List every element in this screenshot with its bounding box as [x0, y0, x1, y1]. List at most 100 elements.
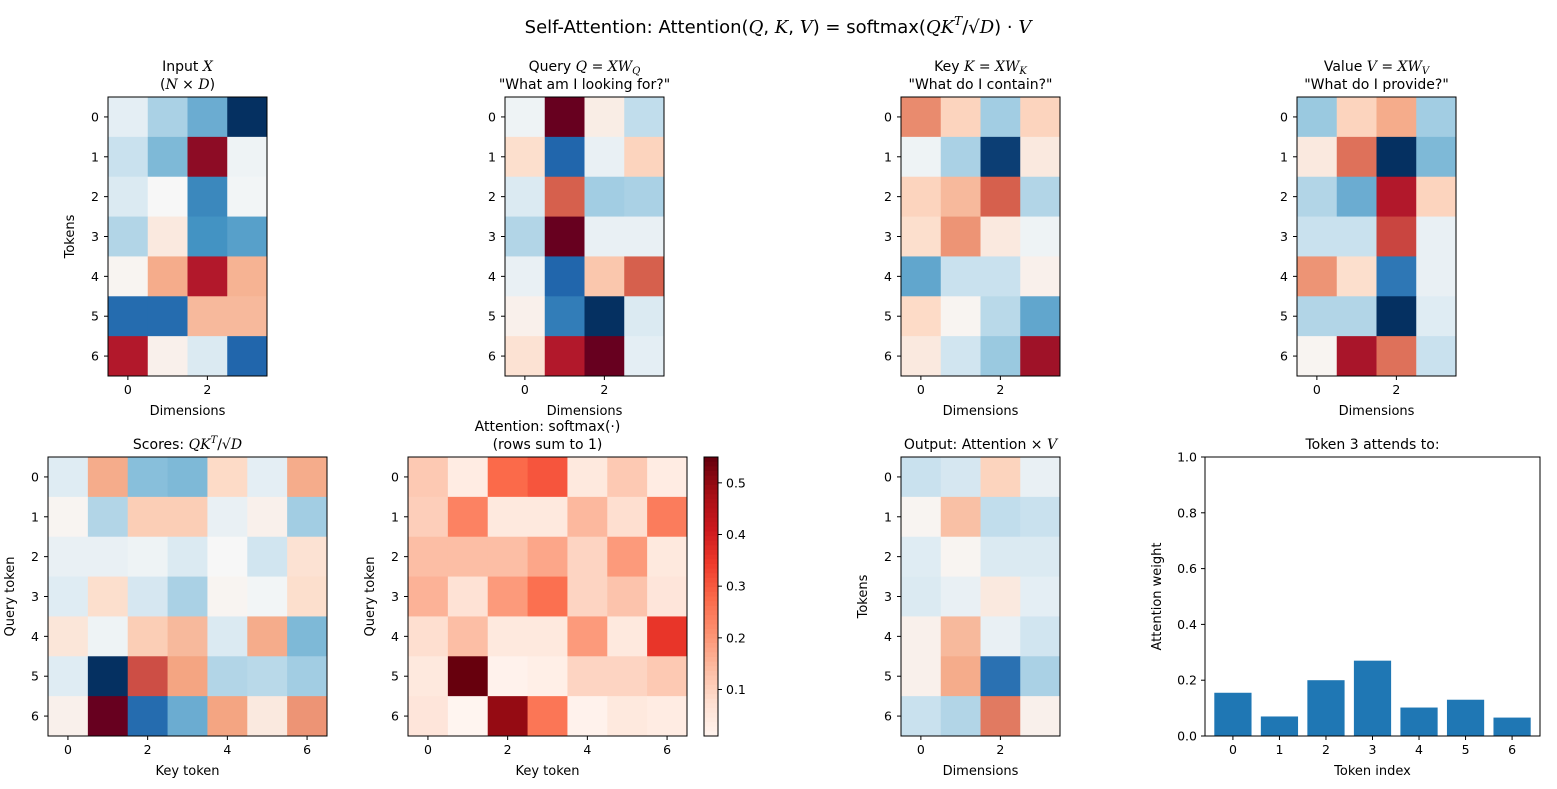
y-tick-label: 1	[391, 509, 399, 524]
heatmap-cell	[447, 656, 489, 697]
colorbar-segment	[704, 643, 718, 649]
y-tick-label: 2	[391, 549, 399, 564]
panel-6: 0 2 4 6 0 1 2 3 4 5 6 0.1 0.2 0.3 0.4 0.5 Attention: sof…	[363, 419, 746, 779]
heatmap-cell	[980, 176, 1021, 217]
y-tick-label: 4	[884, 629, 892, 644]
heatmap-cell	[607, 656, 648, 697]
x-tick-label: 4	[223, 742, 231, 757]
panel-title: Output: Attention × V	[904, 437, 1059, 453]
colorbar-segment	[704, 517, 718, 523]
panel-title: Scores: QKT/√D	[133, 435, 242, 453]
x-tick-label: 2	[996, 742, 1004, 757]
heatmap-cell	[87, 616, 129, 657]
y-tick-label: 2	[1280, 189, 1288, 204]
heatmap-cell	[108, 256, 149, 297]
heatmap-cell	[167, 457, 208, 498]
heatmap-cell	[980, 696, 1021, 737]
heatmap-cell	[408, 576, 449, 617]
colorbar-segment	[704, 661, 718, 667]
heatmap-cell	[584, 296, 625, 337]
colorbar-segment	[704, 536, 718, 542]
colorbar-segment	[704, 563, 718, 570]
heatmap-cell	[48, 576, 89, 617]
heatmap-cell	[48, 656, 89, 697]
heatmap-cell	[247, 576, 288, 617]
heatmap-cell	[1376, 296, 1417, 337]
panel-title: Attention: softmax(·)	[475, 419, 621, 435]
heatmap-cell	[940, 496, 981, 538]
heatmap-cell	[87, 496, 129, 538]
y-tick-label: 1	[884, 509, 892, 524]
bar	[1260, 716, 1299, 736]
heatmap-cell	[901, 496, 942, 538]
y-tick-label: 1.0	[1177, 450, 1197, 465]
y-tick-label: 0.0	[1177, 729, 1197, 744]
panel-title: (N × D)	[160, 77, 215, 93]
heatmap-cell	[647, 656, 688, 697]
heatmap-cell	[940, 336, 981, 377]
colorbar-tick-label: 0.4	[726, 527, 746, 542]
heatmap-cell	[408, 616, 449, 657]
bar	[1307, 680, 1345, 736]
heatmap-cell	[1020, 176, 1061, 217]
panel-title: Value V = XWV	[1324, 59, 1431, 77]
heatmap-cell	[980, 256, 1021, 297]
y-tick-label: 5	[1280, 309, 1288, 324]
heatmap-cell	[1336, 176, 1377, 217]
y-tick-label: 2	[31, 549, 39, 564]
heatmap-cell	[607, 616, 648, 657]
heatmap-cell	[187, 176, 228, 217]
y-tick-label: 6	[884, 349, 892, 364]
colorbar-segment	[704, 466, 718, 472]
heatmap-cell	[1020, 136, 1061, 178]
heatmap-cell	[505, 97, 546, 138]
heatmap-cell	[87, 536, 129, 577]
heatmap-cell	[1376, 256, 1417, 297]
x-tick-label: 0	[64, 742, 72, 757]
x-tick-label: 2	[203, 382, 211, 397]
heatmap-cell	[247, 656, 288, 697]
heatmap-cell	[647, 536, 688, 577]
colorbar-segment	[704, 512, 718, 519]
heatmap-cell	[901, 336, 942, 377]
heatmap-cell	[167, 496, 208, 538]
heatmap-cell	[567, 536, 608, 577]
heatmap-cell	[227, 256, 268, 297]
colorbar-segment	[704, 591, 718, 598]
colorbar-segment	[704, 582, 718, 588]
y-tick-label: 3	[488, 229, 496, 244]
heatmap-cell	[87, 576, 129, 617]
colorbar-segment	[704, 573, 718, 579]
heatmap-cell	[1020, 336, 1061, 377]
y-tick-label: 0.4	[1177, 617, 1197, 632]
heatmap-cell	[187, 97, 228, 138]
x-tick-label: 3	[1369, 742, 1377, 757]
colorbar-segment	[704, 684, 718, 691]
y-tick-label: 5	[884, 669, 892, 684]
heatmap-cell	[624, 216, 665, 257]
heatmap-cell	[87, 696, 129, 737]
heatmap-cell	[287, 576, 328, 617]
heatmap-cell	[505, 136, 546, 178]
x-tick-label: 2	[996, 382, 1004, 397]
colorbar-segment	[704, 619, 718, 625]
heatmap-cell	[1020, 656, 1061, 697]
y-tick-label: 0	[884, 469, 892, 484]
heatmap-cell	[408, 656, 449, 697]
heatmap-cell	[1336, 296, 1377, 337]
heatmap-cell	[980, 616, 1021, 657]
heatmap-cell	[624, 136, 665, 178]
colorbar-segment	[704, 545, 718, 551]
heatmap-cell	[487, 576, 528, 617]
heatmap-cell	[940, 536, 981, 577]
heatmap-cell	[624, 336, 665, 377]
figure-suptitle: Self-Attention: Attention(Q, K, V) = sof…	[525, 14, 1034, 38]
panel-4: 0 2 0 1 2 3 4 5 6 Value V = XWV"What do I provide…	[1280, 59, 1457, 419]
panel-title: "What do I contain?"	[909, 77, 1053, 93]
colorbar-segment	[704, 540, 718, 546]
heatmap-cell	[167, 616, 208, 657]
x-tick-label: 4	[583, 742, 591, 757]
x-tick-label: 0	[917, 382, 925, 397]
y-tick-label: 6	[1280, 349, 1288, 364]
